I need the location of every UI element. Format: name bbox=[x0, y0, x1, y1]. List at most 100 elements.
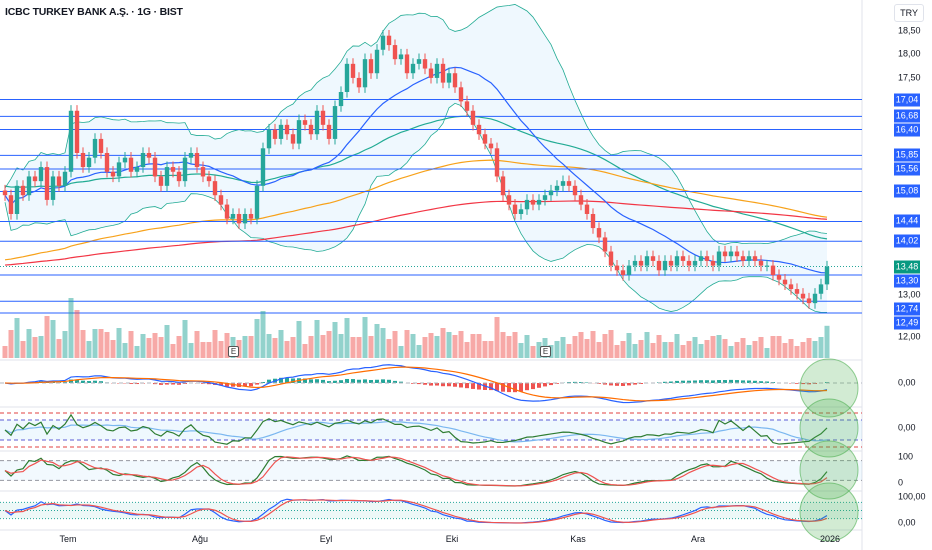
volume-bar bbox=[560, 337, 566, 358]
volume-bar bbox=[650, 343, 656, 358]
macd-histogram-bar bbox=[639, 383, 643, 385]
macd-histogram-bar bbox=[279, 377, 283, 383]
level-label: 16,68 bbox=[894, 109, 920, 123]
candle bbox=[356, 77, 362, 88]
macd-histogram-bar bbox=[555, 383, 559, 384]
macd-histogram-bar bbox=[327, 381, 331, 383]
candle bbox=[458, 87, 464, 102]
volume-bar bbox=[404, 330, 410, 358]
macd-histogram-bar bbox=[309, 379, 313, 383]
level-label: 15,85 bbox=[894, 148, 920, 162]
time-axis-label: Ağu bbox=[191, 534, 209, 544]
volume-bar bbox=[668, 342, 674, 358]
candle bbox=[122, 157, 128, 163]
volume-bar bbox=[656, 335, 662, 358]
volume-bar bbox=[524, 335, 530, 358]
candle bbox=[404, 54, 410, 74]
volume-bar bbox=[98, 329, 104, 358]
candle bbox=[806, 298, 812, 304]
level-label: 15,08 bbox=[894, 184, 920, 198]
macd-histogram-bar bbox=[543, 383, 547, 387]
volume-bar bbox=[572, 336, 578, 358]
volume-bar bbox=[44, 316, 50, 358]
candle bbox=[224, 204, 230, 219]
volume-bar bbox=[740, 338, 746, 358]
volume-bar bbox=[242, 336, 248, 358]
macd-histogram-bar bbox=[399, 381, 403, 383]
volume-bar bbox=[824, 325, 830, 358]
candle bbox=[434, 63, 440, 78]
currency-button[interactable]: TRY bbox=[894, 4, 924, 22]
volume-bar bbox=[686, 341, 692, 358]
price-tick: 18,50 bbox=[898, 25, 921, 36]
candle bbox=[758, 260, 764, 266]
macd-histogram-bar bbox=[519, 383, 523, 392]
candle bbox=[32, 176, 38, 182]
volume-bar bbox=[698, 344, 704, 358]
candle bbox=[410, 63, 416, 74]
price-tick: 12,00 bbox=[898, 331, 921, 342]
bollinger-lower bbox=[4, 102, 828, 313]
candle bbox=[146, 152, 152, 158]
bollinger-upper bbox=[4, 4, 828, 245]
macd-histogram-bar bbox=[81, 380, 85, 383]
volume-bar bbox=[368, 336, 374, 358]
candle bbox=[44, 167, 50, 200]
stochrsi-d-line bbox=[4, 499, 828, 524]
volume-bar bbox=[794, 346, 800, 358]
earnings-marker[interactable]: E bbox=[228, 346, 239, 357]
volume-bar bbox=[218, 341, 224, 358]
macd-histogram-bar bbox=[669, 381, 673, 383]
symbol-title[interactable]: ICBC TURKEY BANK A.Ş. · 1G · BIST bbox=[5, 6, 183, 18]
macd-histogram-bar bbox=[387, 379, 391, 383]
candle bbox=[326, 124, 332, 139]
macd-histogram-bar bbox=[717, 380, 721, 383]
candle bbox=[380, 35, 386, 50]
macd-histogram-bar bbox=[303, 378, 307, 383]
volume-bar bbox=[188, 343, 194, 358]
candle bbox=[440, 63, 446, 83]
macd-histogram-bar bbox=[765, 381, 769, 383]
candle bbox=[254, 185, 260, 219]
macd-histogram-bar bbox=[333, 380, 337, 383]
price-tick: 18,00 bbox=[898, 48, 921, 59]
candle bbox=[170, 167, 176, 172]
volume-bar bbox=[254, 319, 260, 358]
candle bbox=[8, 195, 14, 214]
ma200-line bbox=[4, 200, 828, 266]
level-label: 16,40 bbox=[894, 123, 920, 137]
candle bbox=[560, 181, 566, 186]
candle bbox=[74, 110, 80, 153]
macd-histogram-bar bbox=[513, 383, 517, 393]
macd-histogram-bar bbox=[735, 380, 739, 383]
volume-bar bbox=[338, 334, 344, 358]
candle bbox=[620, 270, 626, 275]
volume-bar bbox=[248, 336, 254, 358]
volume-bar bbox=[554, 341, 560, 358]
candle bbox=[320, 110, 326, 125]
candle bbox=[188, 152, 194, 158]
volume-bar bbox=[68, 298, 74, 358]
macd-histogram-bar bbox=[615, 383, 619, 386]
candle bbox=[374, 49, 380, 74]
candle bbox=[668, 260, 674, 266]
candle bbox=[176, 171, 182, 182]
candle bbox=[740, 256, 746, 261]
volume-bar bbox=[428, 333, 434, 358]
candle bbox=[788, 284, 794, 290]
macd-histogram-bar bbox=[447, 383, 451, 387]
macd-histogram-bar bbox=[537, 383, 541, 388]
level-label: 12,74 bbox=[894, 302, 920, 316]
macd-histogram-bar bbox=[249, 383, 253, 387]
earnings-marker[interactable]: E bbox=[540, 346, 551, 357]
candle bbox=[56, 176, 62, 186]
volume-bar bbox=[152, 333, 158, 358]
volume-bar bbox=[638, 340, 644, 358]
candle bbox=[212, 181, 218, 196]
candle bbox=[272, 129, 278, 139]
candle bbox=[572, 185, 578, 196]
volume-bar bbox=[314, 320, 320, 358]
candle bbox=[50, 176, 56, 200]
time-axis-label: Eyl bbox=[319, 534, 333, 544]
